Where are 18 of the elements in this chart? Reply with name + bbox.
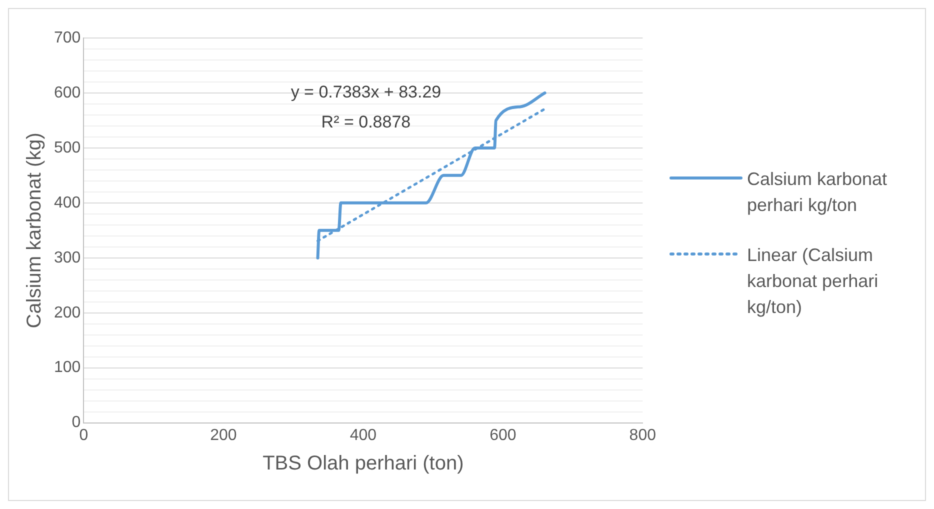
y-tick-label: 700 <box>54 28 81 46</box>
y-tick-label: 400 <box>54 194 81 211</box>
y-tick-label: 300 <box>54 248 81 266</box>
y-tick-label: 600 <box>54 84 81 101</box>
legend-label: Linear (Calsium karbonat perhari kg/ton) <box>747 244 880 319</box>
annotation: y = 0.7383x + 83.29 <box>290 82 442 102</box>
y-tick-label: 200 <box>54 304 81 321</box>
legend-label: Calsium karbonat perhari kg/ton <box>747 168 888 217</box>
annotation: R² = 0.8878 <box>321 112 411 132</box>
y-tick-label: 500 <box>54 138 81 156</box>
x-tick-label: 200 <box>210 426 237 444</box>
x-tick-label: 400 <box>350 426 377 444</box>
x-tick-label: 600 <box>490 426 516 444</box>
y-axis-title: Calsium karbonat (kg) <box>24 132 46 328</box>
y-tick-label: 100 <box>54 358 81 376</box>
x-axis-title: TBS Olah perhari (ton) <box>262 452 464 474</box>
x-tick-label: 800 <box>629 426 656 444</box>
y-tick-label: 0 <box>72 414 81 431</box>
